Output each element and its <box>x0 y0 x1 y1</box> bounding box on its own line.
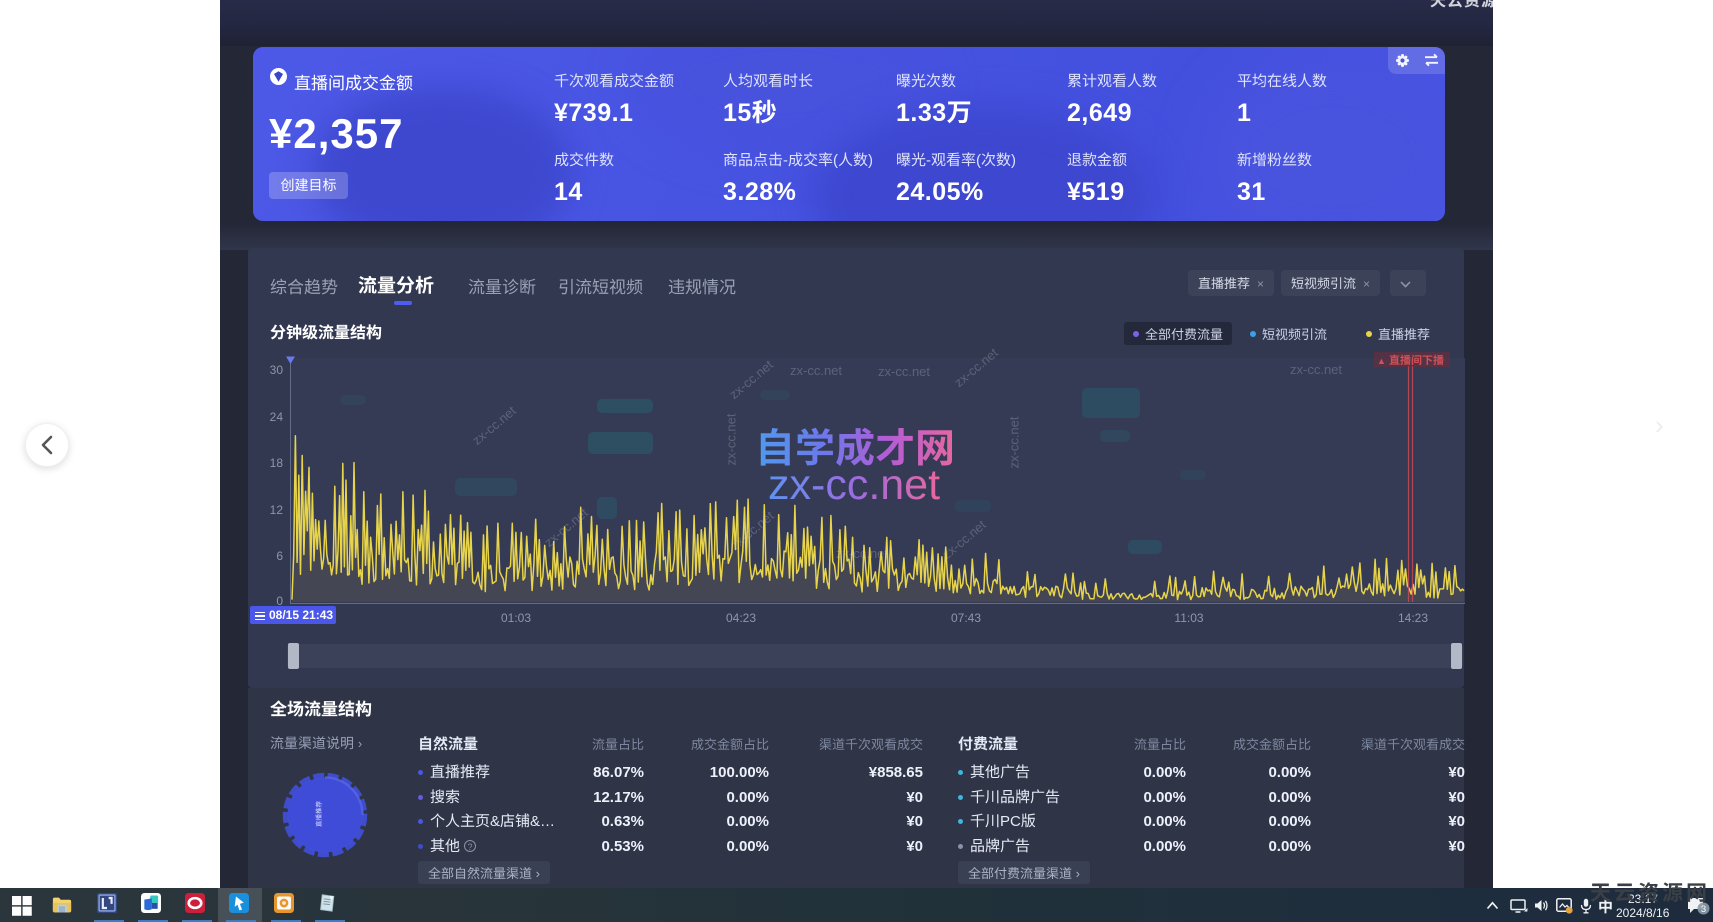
svg-text:3: 3 <box>1701 904 1706 915</box>
svg-text:直播推荐: 直播推荐 <box>313 801 323 828</box>
